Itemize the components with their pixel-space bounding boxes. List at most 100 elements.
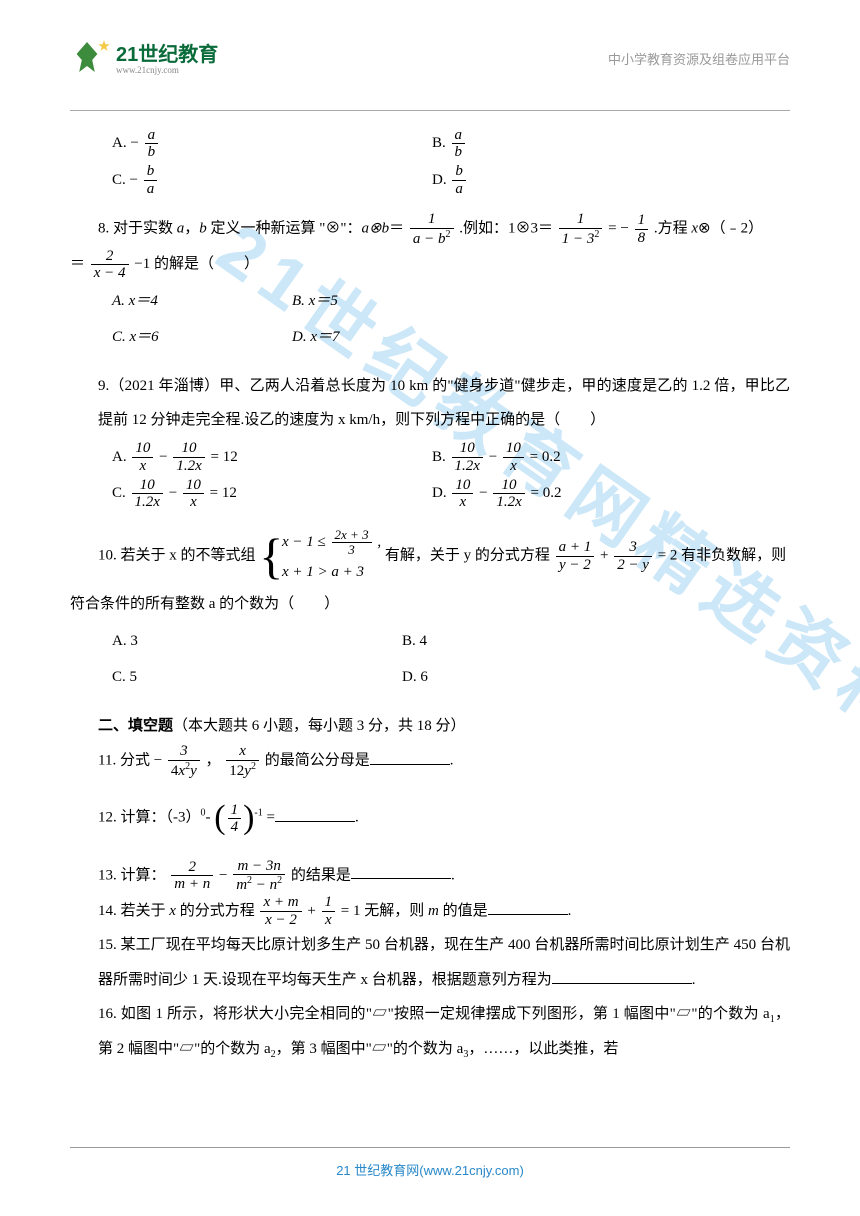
q8-f1d: a − b bbox=[413, 231, 446, 247]
q7-c-num: b bbox=[144, 163, 158, 181]
q12-eq: = bbox=[267, 810, 275, 826]
q12-p: . bbox=[355, 810, 359, 826]
q10-f2d: 2 − y bbox=[614, 557, 652, 574]
q13-f2dm: − n bbox=[252, 877, 277, 893]
q12-id: 4 bbox=[228, 819, 242, 836]
q9-r1: A. 10x − 101.2x = 12 B. 101.2x − 10x = 0… bbox=[70, 440, 790, 475]
q8-line2: ＝ 2x − 4 −1 的解是（ ） bbox=[70, 247, 790, 282]
section2-title: 二、填空题（本大题共 6 小题，每小题 3 分，共 18 分） bbox=[70, 709, 790, 744]
q7-d-label: D. bbox=[432, 172, 447, 188]
q8-eq: ＝ bbox=[389, 221, 404, 237]
header-rule bbox=[70, 110, 790, 111]
q10-od: D. 6 bbox=[402, 660, 428, 695]
q7-options-row2: C. − ba D. ba bbox=[70, 163, 790, 198]
footer-rule bbox=[70, 1147, 790, 1148]
q9-c-n1: 10 bbox=[132, 477, 163, 495]
q9-bm: − bbox=[489, 449, 497, 465]
q11-s2: 的最简公分母是 bbox=[265, 753, 370, 769]
q9-bl: B. bbox=[432, 449, 446, 465]
q7-b-label: B. bbox=[432, 135, 446, 151]
q8-f2n: 1 bbox=[559, 211, 603, 229]
q9-c-n2: 10 bbox=[183, 477, 204, 495]
logo: 21世纪教育 www.21cnjy.com bbox=[70, 40, 218, 80]
q9-r2: C. 101.2x − 10x = 12 D. 10x − 101.2x = 0… bbox=[70, 476, 790, 511]
q9-a-d1: x bbox=[132, 458, 153, 475]
q14-m: m bbox=[428, 903, 439, 919]
logo-text-url: www.21cnjy.com bbox=[116, 66, 218, 76]
footer: 21 世纪教育网(www.21cnjy.com) bbox=[0, 1147, 860, 1186]
q11-f1y: y bbox=[190, 763, 197, 779]
q10-ob: B. 4 bbox=[402, 624, 427, 659]
q8-stem: 8. 对于实数 a，b 定义一种新运算 "⊗"：a⊗b＝ 1a − b2 .例如… bbox=[70, 211, 790, 247]
q10-o1: A. 3 B. 4 bbox=[70, 624, 790, 659]
q9-de: = 0.2 bbox=[530, 485, 561, 501]
s2-bold: 填空题 bbox=[128, 718, 173, 734]
q11-f1n: 3 bbox=[168, 743, 200, 761]
q9-d-d2: 1.2x bbox=[493, 494, 524, 511]
s2-post: （本大题共 6 小题，每小题 3 分，共 18 分） bbox=[173, 718, 466, 734]
q7-c-neg: − bbox=[130, 172, 138, 188]
q13: 13. 计算： 2m + n − m − 3nm2 − n2 的结果是. bbox=[70, 858, 790, 894]
q9-b-d1: 1.2x bbox=[452, 458, 483, 475]
q8-f1s: 2 bbox=[446, 229, 451, 240]
q10-o2: C. 5 D. 6 bbox=[70, 660, 790, 695]
q11: 11. 分式 − 344xx2y ， x12y2 的最简公分母是. bbox=[70, 743, 790, 779]
q7-b-num: a bbox=[452, 127, 466, 145]
q14-x: x bbox=[169, 903, 176, 919]
q8-f2d: 1 − 3 bbox=[562, 231, 595, 247]
q7-b-den: b bbox=[452, 144, 466, 161]
q10-r2: x + 1 > a + 3 bbox=[282, 560, 381, 584]
q13-f2dl: m bbox=[236, 877, 247, 893]
q9-stem: 9.（2021 年淄博）甲、乙两人沿着总长度为 10 km 的"健身步道"健步走… bbox=[70, 369, 790, 438]
logo-icon bbox=[70, 40, 110, 80]
q11-c: ， bbox=[206, 753, 221, 769]
q9-b-n2: 10 bbox=[503, 440, 524, 458]
q12-m: - bbox=[206, 810, 211, 826]
q8-f3n: 1 bbox=[635, 212, 649, 230]
q14: 14. 若关于 x 的分式方程 x + mx − 2 + 1x = 1 无解，则… bbox=[70, 894, 790, 929]
q8-s2: 定义一种新运算 "⊗"： bbox=[207, 221, 362, 237]
blank-field[interactable] bbox=[488, 900, 568, 915]
q8-s4: .方程 bbox=[654, 221, 692, 237]
q11-s1: 11. 分式 − bbox=[98, 753, 162, 769]
q12-in: 1 bbox=[228, 802, 242, 820]
q8-l2t: −1 的解是（ ） bbox=[134, 256, 259, 272]
q9-ae: = 12 bbox=[210, 449, 237, 465]
q8-f1n: 1 bbox=[410, 211, 454, 229]
q10-r1d: 3 bbox=[332, 543, 372, 557]
q12-s1: 12. 计算：（-3） bbox=[98, 810, 201, 826]
q9-a-n1: 10 bbox=[132, 440, 153, 458]
q10-p: + bbox=[600, 548, 608, 564]
q7-a-den: b bbox=[145, 144, 159, 161]
blank-field[interactable] bbox=[275, 807, 355, 822]
q9-cm: − bbox=[169, 485, 177, 501]
q7-c-den: a bbox=[144, 181, 158, 198]
s2-pre: 二、 bbox=[98, 718, 128, 734]
q10-r1t: , bbox=[377, 534, 381, 550]
q7-a-neg: − bbox=[130, 135, 138, 151]
q7-d-den: a bbox=[452, 181, 466, 198]
q8-l2eq: ＝ bbox=[70, 256, 85, 272]
q8-eq2: = − bbox=[608, 221, 629, 237]
blank-field[interactable] bbox=[552, 969, 692, 984]
q9-a-d2: 1.2x bbox=[173, 458, 204, 475]
q16-s3: ，第 3 幅图中"▱"的个数为 a bbox=[276, 1041, 464, 1057]
q14-f1d: x − 2 bbox=[260, 912, 301, 929]
blank-field[interactable] bbox=[351, 864, 451, 879]
q9-ce: = 12 bbox=[210, 485, 237, 501]
q9-b-d2: x bbox=[503, 458, 524, 475]
q8-opts-r1: A. x＝4 B. x＝5 bbox=[70, 284, 790, 319]
blank-field[interactable] bbox=[370, 750, 450, 765]
q7-a-num: a bbox=[145, 127, 159, 145]
q10-f1n: a + 1 bbox=[556, 539, 595, 557]
q14-eq: = 1 无解，则 bbox=[341, 903, 428, 919]
q14-s1: 14. 若关于 bbox=[98, 903, 169, 919]
q10-f2n: 3 bbox=[614, 539, 652, 557]
q13-f1n: 2 bbox=[171, 859, 213, 877]
q15-p: . bbox=[692, 972, 696, 988]
q14-pd: . bbox=[568, 903, 572, 919]
q9-c-d2: x bbox=[183, 494, 204, 511]
q9-d-d1: x bbox=[452, 494, 473, 511]
header-right-text: 中小学教育资源及组卷应用平台 bbox=[608, 45, 790, 75]
q13-s2: 的结果是 bbox=[291, 867, 351, 883]
